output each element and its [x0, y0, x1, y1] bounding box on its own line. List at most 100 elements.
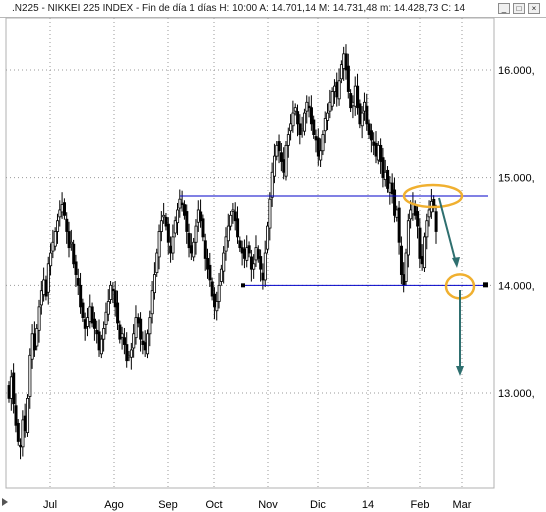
- candle-body: [26, 397, 30, 434]
- candle-body: [35, 327, 39, 347]
- candle-body: [231, 209, 235, 212]
- candle-body: [335, 81, 339, 98]
- candle-body: [113, 290, 117, 308]
- candle-body: [416, 211, 420, 227]
- candle-body: [233, 211, 237, 222]
- candle-body: [74, 261, 78, 275]
- candle-body: [249, 256, 253, 270]
- close-icon[interactable]: ×: [528, 3, 540, 14]
- candle-body: [363, 101, 367, 112]
- candle-body: [42, 279, 46, 295]
- candle-body: [240, 247, 244, 254]
- candle-body: [44, 279, 48, 297]
- candle-body: [102, 327, 106, 340]
- candle-body: [358, 103, 362, 125]
- candle-body: [125, 344, 129, 362]
- candle-body: [390, 182, 394, 195]
- candle-body: [284, 144, 288, 177]
- candle-body: [256, 249, 260, 259]
- candle-body: [423, 236, 427, 269]
- candle-body: [286, 134, 290, 146]
- candle-body: [342, 53, 346, 69]
- candle-body: [86, 317, 90, 327]
- candle-body: [328, 101, 332, 112]
- candle-body: [183, 204, 187, 216]
- candle-body: [9, 376, 13, 399]
- candle-body: [180, 202, 184, 205]
- x-tick-label: Sep: [158, 499, 178, 511]
- candle-body: [397, 207, 401, 243]
- candle-body: [37, 306, 41, 331]
- candle-body: [404, 252, 408, 282]
- candle-body: [146, 333, 150, 355]
- candle-body: [187, 233, 191, 249]
- candle-body: [393, 189, 397, 216]
- candle-body: [192, 241, 196, 258]
- x-tick-label: 14: [362, 499, 374, 511]
- highlight-ellipse: [402, 183, 464, 209]
- candle-body: [300, 128, 304, 132]
- candle-body: [194, 225, 198, 243]
- candle-body: [279, 152, 283, 162]
- candle-body: [215, 301, 219, 312]
- candle-body: [208, 264, 212, 281]
- candle-body: [367, 123, 371, 136]
- candle-body: [109, 284, 113, 300]
- candle-body: [65, 218, 69, 232]
- candle-body: [344, 53, 348, 71]
- support-line-start-marker: [241, 283, 245, 288]
- candle-body: [97, 331, 101, 351]
- x-tick-label: Ago: [104, 499, 124, 511]
- candle-body: [178, 198, 182, 209]
- window-title: .N225 - NIKKEI 225 INDEX - Fin de día 1 …: [12, 3, 466, 14]
- candle-body: [199, 211, 203, 222]
- candle-body: [339, 64, 343, 80]
- candle-body: [83, 319, 87, 329]
- candle-body: [323, 118, 327, 132]
- minimize-icon[interactable]: _: [498, 3, 510, 14]
- candle-body: [298, 123, 302, 136]
- candle-body: [51, 241, 55, 252]
- candle-body: [206, 258, 210, 270]
- candle-body: [141, 340, 145, 345]
- candle-body: [330, 91, 334, 107]
- candle-body: [263, 252, 267, 281]
- y-tick-label: 15.000,: [498, 173, 535, 185]
- candle-body: [169, 245, 173, 254]
- candle-body: [226, 225, 230, 242]
- x-tick-label: Dic: [310, 499, 326, 511]
- candle-body: [99, 338, 103, 355]
- candle-body: [32, 333, 36, 351]
- x-tick-label: Oct: [205, 499, 222, 511]
- candle-body: [116, 302, 120, 324]
- candle-body: [166, 223, 170, 243]
- candle-body: [49, 252, 53, 267]
- candle-body: [395, 209, 399, 218]
- projection-arrow-head: [452, 257, 460, 268]
- candle-body: [291, 112, 295, 127]
- candle-body: [157, 231, 161, 258]
- restore-icon[interactable]: □: [513, 3, 525, 14]
- candle-body: [319, 150, 323, 161]
- candle-body: [120, 333, 124, 338]
- candle-body: [81, 302, 85, 319]
- candle-body: [353, 85, 357, 107]
- candle-body: [303, 112, 307, 132]
- candle-body: [164, 216, 168, 227]
- candle-body: [28, 354, 32, 397]
- candle-body: [153, 274, 157, 294]
- candle-body: [326, 112, 330, 121]
- candle-body: [224, 236, 228, 252]
- candle-body: [360, 112, 364, 127]
- candle-body: [296, 111, 300, 125]
- candle-body: [277, 141, 281, 152]
- candle-body: [321, 134, 325, 152]
- candle-body: [111, 288, 115, 292]
- candle-body: [305, 101, 309, 112]
- candle-body: [139, 318, 143, 340]
- candle-body: [118, 324, 122, 340]
- candle-body: [372, 141, 376, 146]
- candle-body: [252, 263, 256, 270]
- candle-body: [173, 220, 177, 234]
